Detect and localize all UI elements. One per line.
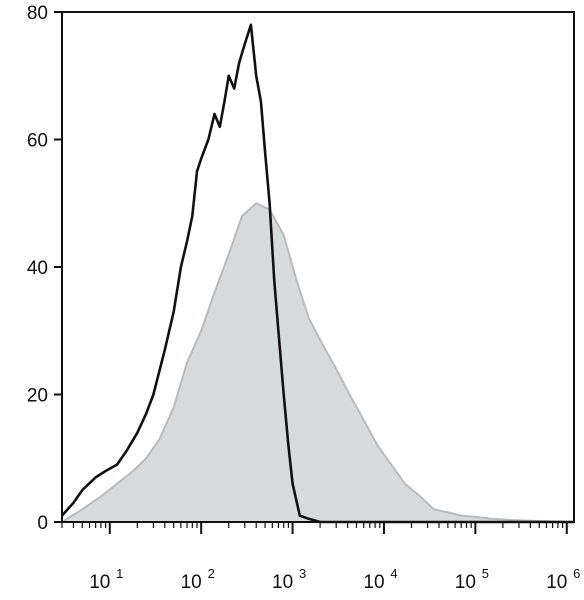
x-tick-exponent: 1 [116,566,123,581]
x-tick-exponent: 2 [208,566,215,581]
x-tick-label: 10 [363,572,384,593]
x-tick-label: 10 [181,572,202,593]
x-tick-exponent: 6 [573,566,580,581]
plot-area [61,23,575,524]
y-tick-label: 0 [37,513,48,534]
y-tick-label: 20 [27,386,48,407]
y-tick-label: 60 [27,131,48,152]
x-tick-exponent: 4 [390,566,397,581]
x-tick-label: 10 [546,572,567,593]
series-1-line [61,23,574,524]
x-tick-label: 10 [89,572,110,593]
x-tick-exponent: 3 [299,566,306,581]
x-tick-label: 10 [455,572,476,593]
x-tick-exponent: 5 [482,566,489,581]
series-0-outline [61,202,575,523]
axes: 0 20 40 60 80 10 1 10 2 10 3 10 4 10 5 10 6 [27,3,581,593]
series-0-fill [62,203,574,523]
x-tick-label: 10 [272,572,293,593]
y-tick-label: 80 [27,3,48,24]
y-tick-label: 40 [27,258,48,279]
